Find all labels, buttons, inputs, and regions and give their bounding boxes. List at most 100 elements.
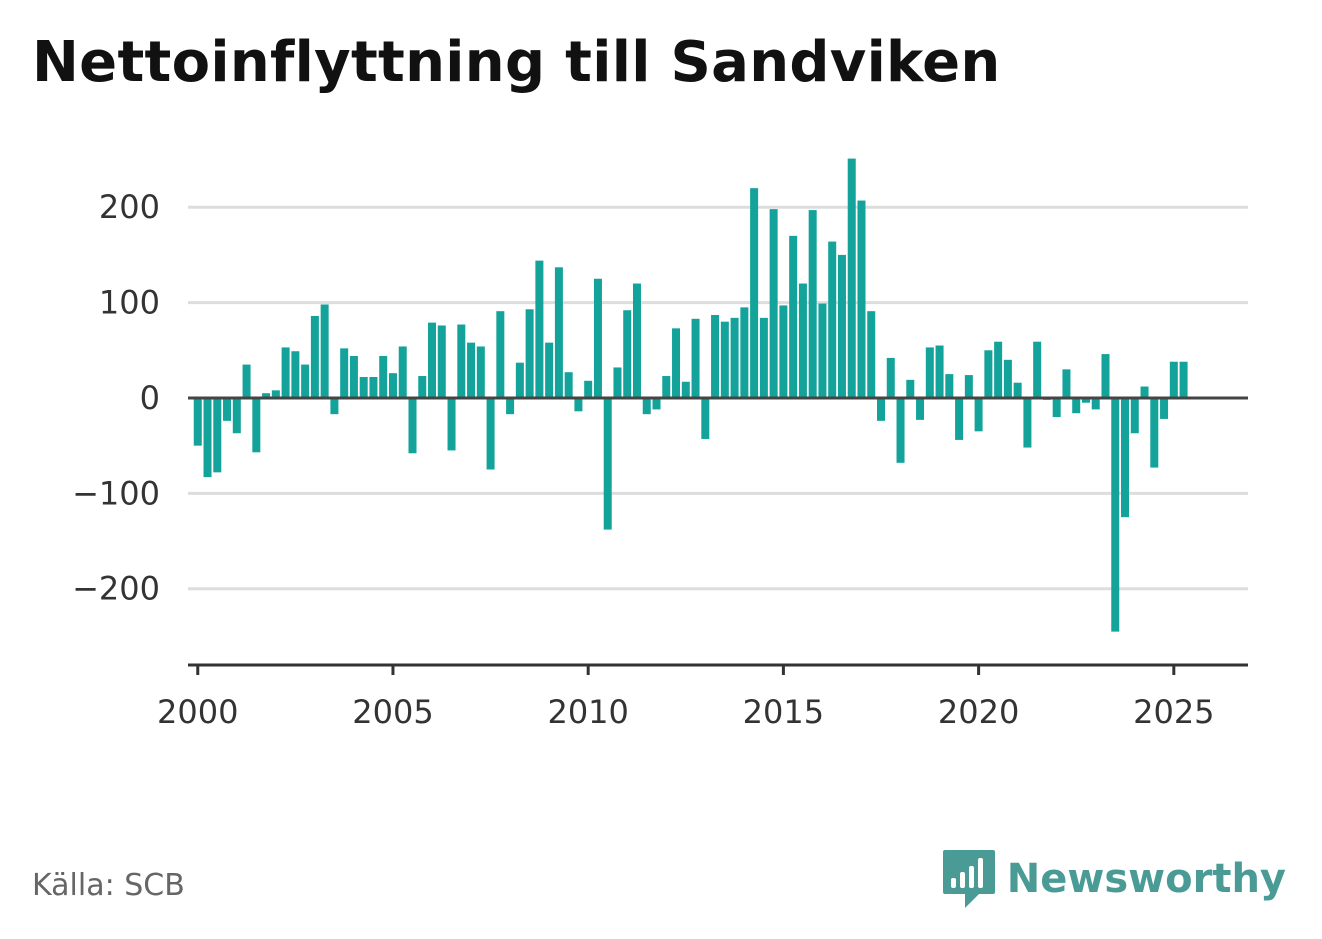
bar [701, 397, 710, 439]
brand-logo: Newsworthy [941, 848, 1286, 910]
bar [437, 325, 446, 398]
bar [740, 307, 749, 398]
bar [1072, 397, 1081, 414]
bar [828, 241, 837, 398]
bar [369, 376, 378, 398]
y-tick-label: −100 [72, 474, 160, 512]
y-tick-label: 200 [99, 188, 160, 226]
bar [242, 364, 251, 398]
bar [759, 317, 768, 398]
bar [652, 397, 661, 410]
bar [408, 397, 417, 454]
bar [925, 347, 934, 398]
bar [418, 376, 427, 398]
bar [593, 278, 602, 398]
bar [213, 397, 222, 473]
bar [867, 311, 876, 398]
bar [428, 322, 437, 398]
bar [662, 376, 671, 398]
x-tick-label: 2020 [938, 693, 1019, 731]
bar-chart: 200 100 0 −100 −200 2000 2005 2010 2015 2020 2025 [72, 158, 1248, 731]
bar [877, 397, 886, 421]
bar [262, 393, 271, 398]
bar [808, 210, 817, 398]
bar [857, 200, 866, 398]
bar [203, 397, 212, 478]
bar [769, 209, 778, 398]
bar [271, 390, 280, 398]
x-tick-label: 2015 [743, 693, 824, 731]
y-axis-ticks: 200 100 0 −100 −200 [72, 188, 160, 607]
bar [496, 311, 505, 398]
bar [1052, 397, 1061, 418]
bar [223, 397, 232, 421]
bar [730, 317, 739, 398]
bar [564, 372, 573, 398]
bar [847, 158, 856, 398]
bar [818, 303, 827, 398]
bar [750, 188, 759, 398]
bar [252, 397, 261, 453]
bar [1081, 397, 1090, 403]
bar [476, 346, 485, 398]
bar [193, 397, 202, 446]
bar [613, 367, 622, 398]
bar [515, 362, 524, 398]
x-tick-label: 2025 [1133, 693, 1214, 731]
bar [232, 397, 241, 434]
chart-title: Nettoinflyttning till Sandviken [32, 30, 1001, 95]
bar [379, 356, 388, 398]
bar [359, 376, 368, 398]
bar [545, 342, 554, 398]
bar [1101, 354, 1110, 398]
bar [1179, 361, 1188, 398]
bar [340, 348, 349, 398]
bar [349, 356, 358, 398]
bar [798, 283, 807, 398]
bar [955, 397, 964, 440]
bar [486, 397, 495, 470]
bar [945, 374, 954, 398]
bar [935, 345, 944, 398]
bar [623, 310, 632, 398]
bar [681, 381, 690, 398]
bar [1111, 397, 1120, 632]
x-tick-label: 2010 [547, 693, 628, 731]
bar [1062, 369, 1071, 398]
bar [281, 347, 290, 398]
y-tick-label: 0 [140, 379, 160, 417]
bar [642, 397, 651, 415]
bar [837, 254, 846, 398]
bar [291, 351, 300, 398]
bar [994, 341, 1003, 398]
bar [525, 309, 534, 398]
bar [457, 324, 466, 398]
bar [301, 364, 310, 398]
bar [467, 342, 476, 398]
bar [447, 397, 456, 451]
bar [711, 314, 720, 398]
bar [1150, 397, 1159, 468]
bar [720, 321, 729, 398]
bar [1023, 397, 1032, 448]
x-axis-ticks: 2000 2005 2010 2015 2020 2025 [157, 665, 1215, 731]
bar [974, 397, 983, 432]
bar [984, 350, 993, 398]
x-tick-label: 2005 [352, 693, 433, 731]
bar [632, 283, 641, 398]
bar [672, 328, 681, 398]
bar [906, 379, 915, 398]
bar [1003, 359, 1012, 398]
bar [535, 260, 544, 398]
bar [310, 315, 319, 398]
bar [779, 305, 788, 398]
bar [398, 346, 407, 398]
bar [886, 357, 895, 398]
bar [320, 304, 329, 398]
bar [896, 397, 905, 463]
gridlines [188, 205, 1248, 591]
bar [584, 380, 593, 398]
bar [691, 318, 700, 398]
bar [1140, 386, 1149, 398]
bars [193, 158, 1188, 632]
